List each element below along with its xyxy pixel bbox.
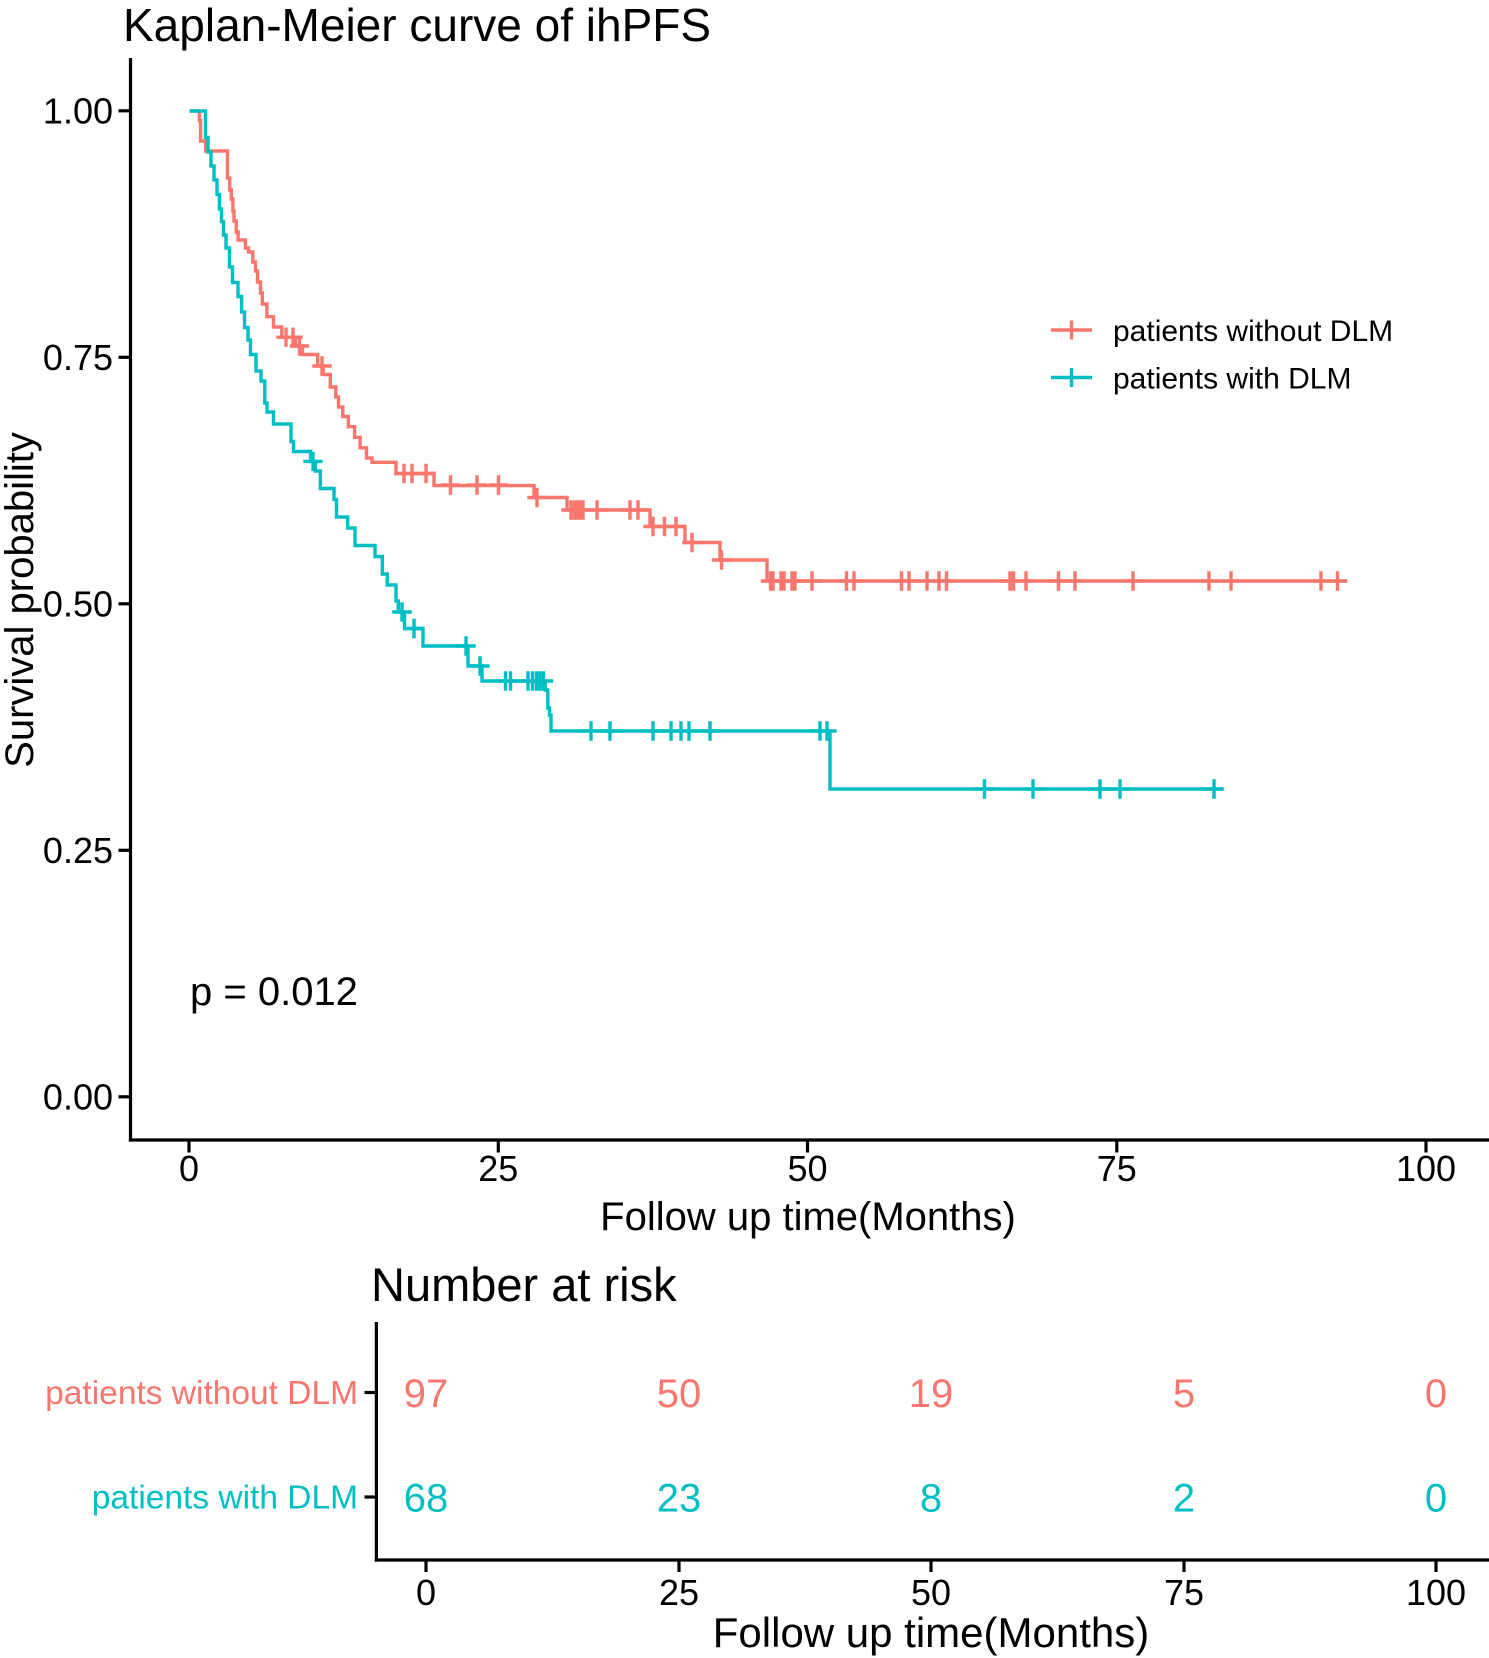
- svg-text:0.50: 0.50: [43, 584, 113, 625]
- svg-text:50: 50: [657, 1372, 702, 1416]
- svg-text:0.25: 0.25: [43, 830, 113, 871]
- svg-text:2: 2: [1173, 1477, 1195, 1521]
- svg-text:Follow up time(Months): Follow up time(Months): [713, 1609, 1149, 1656]
- svg-text:97: 97: [404, 1372, 449, 1416]
- svg-text:patients with DLM: patients with DLM: [1113, 363, 1351, 396]
- svg-text:23: 23: [657, 1477, 702, 1521]
- svg-text:Follow up time(Months): Follow up time(Months): [600, 1195, 1016, 1239]
- svg-text:p = 0.012: p = 0.012: [190, 970, 358, 1014]
- svg-text:1.00: 1.00: [43, 91, 113, 132]
- svg-text:patients without DLM: patients without DLM: [45, 1375, 358, 1412]
- svg-text:0.75: 0.75: [43, 337, 113, 378]
- svg-text:0: 0: [179, 1148, 199, 1189]
- svg-text:0: 0: [416, 1572, 436, 1613]
- svg-text:19: 19: [909, 1372, 954, 1416]
- svg-text:50: 50: [911, 1572, 951, 1613]
- svg-text:25: 25: [478, 1148, 518, 1189]
- svg-text:75: 75: [1164, 1572, 1204, 1613]
- svg-text:68: 68: [404, 1477, 449, 1521]
- svg-text:50: 50: [787, 1148, 827, 1189]
- svg-text:8: 8: [920, 1477, 942, 1521]
- svg-text:25: 25: [659, 1572, 699, 1613]
- svg-text:0: 0: [1425, 1477, 1447, 1521]
- svg-text:75: 75: [1097, 1148, 1137, 1189]
- svg-text:0: 0: [1425, 1372, 1447, 1416]
- svg-text:Number at risk: Number at risk: [371, 1258, 677, 1311]
- svg-text:Survival probability: Survival probability: [0, 432, 42, 768]
- svg-text:5: 5: [1173, 1372, 1195, 1416]
- svg-text:patients without DLM: patients without DLM: [1113, 315, 1393, 348]
- svg-text:patients with DLM: patients with DLM: [92, 1480, 358, 1517]
- svg-text:Kaplan-Meier curve of ihPFS: Kaplan-Meier curve of ihPFS: [123, 0, 711, 51]
- svg-text:0.00: 0.00: [43, 1077, 113, 1118]
- svg-text:100: 100: [1406, 1572, 1466, 1613]
- svg-text:100: 100: [1396, 1148, 1456, 1189]
